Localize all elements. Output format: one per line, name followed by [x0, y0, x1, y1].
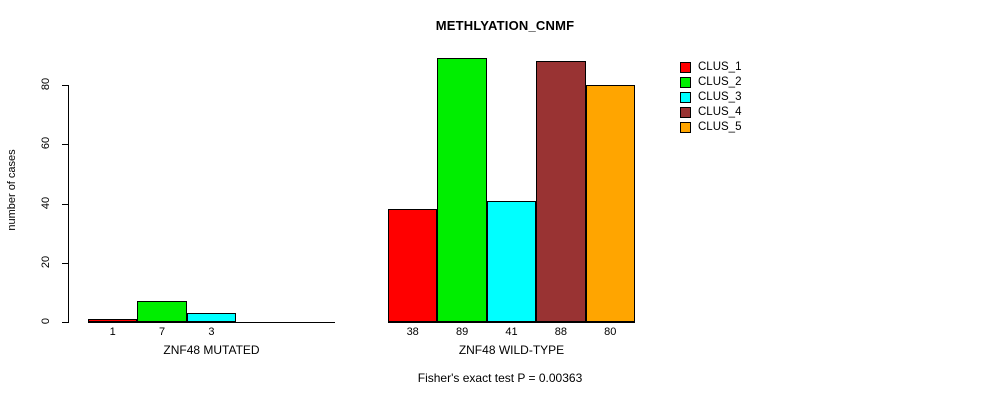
footnote-text: Fisher's exact test P = 0.00363: [417, 371, 583, 385]
bar: [585, 85, 635, 322]
legend-color-swatch: [680, 62, 691, 73]
legend-color-swatch: [680, 92, 691, 103]
bar: [88, 319, 138, 322]
y-axis-tick-mark: [62, 144, 68, 146]
chart-title: METHLYATION_CNMF: [0, 18, 990, 33]
y-axis-tick-mark: [62, 85, 68, 86]
legend-item-label: CLUS_3: [698, 91, 742, 103]
legend-color-swatch: [680, 122, 691, 133]
bar-value-label: 1: [109, 326, 116, 338]
legend: CLUS_1 CLUS_2 CLUS_3 CLUS_4 CLUS_5: [680, 60, 741, 135]
bar-value-label: 38: [406, 326, 419, 338]
x-axis-line: [388, 322, 635, 323]
group-axis-label: ZNF48 MUTATED: [163, 343, 260, 357]
bar-value-label: 41: [505, 326, 518, 338]
legend-item-label: CLUS_4: [698, 106, 742, 118]
y-axis-tick-label: 0: [40, 317, 52, 325]
bar-value-label: 88: [554, 326, 567, 338]
legend-item: CLUS_5: [680, 120, 741, 135]
chart-title-text: METHLYATION_CNMF: [435, 18, 575, 33]
legend-color-swatch: [680, 107, 691, 118]
legend-item-label: CLUS_2: [698, 76, 742, 88]
bar-value-label: 7: [159, 326, 166, 338]
y-axis-label: number of cases: [6, 149, 18, 231]
y-axis-tick-label: 60: [40, 137, 52, 150]
legend-item: CLUS_3: [680, 90, 741, 105]
legend-color-swatch: [680, 77, 691, 88]
bar: [137, 301, 187, 322]
legend-item: CLUS_4: [680, 105, 741, 120]
bar: [437, 58, 487, 322]
group-axis-label: ZNF48 WILD-TYPE: [458, 343, 565, 357]
bar: [186, 313, 237, 322]
legend-item-label: CLUS_1: [698, 61, 742, 73]
y-axis-tick-mark: [62, 203, 68, 205]
y-axis-tick-mark: [62, 262, 68, 264]
y-axis-tick-label: 40: [40, 196, 52, 209]
y-axis-line: [68, 85, 69, 323]
bar: [388, 209, 438, 322]
bar-value-label: 80: [604, 326, 617, 338]
y-axis-tick-mark: [62, 322, 68, 323]
legend-item: CLUS_2: [680, 75, 741, 90]
x-axis-line: [88, 322, 335, 323]
bar-value-label: 3: [208, 326, 215, 338]
bar: [536, 61, 586, 322]
legend-item: CLUS_1: [680, 60, 741, 75]
y-axis-tick-label: 80: [40, 77, 52, 91]
legend-item-label: CLUS_5: [698, 121, 742, 133]
bar-value-label: 89: [455, 326, 469, 338]
bar: [486, 200, 537, 322]
y-axis-tick-label: 20: [40, 255, 52, 268]
